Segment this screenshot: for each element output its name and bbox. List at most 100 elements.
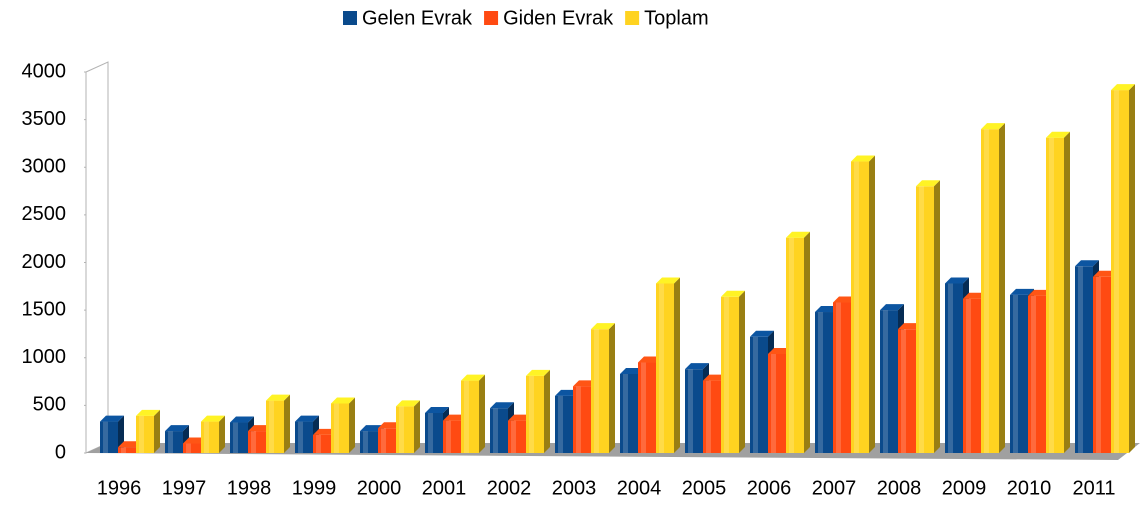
bar-front (248, 431, 266, 453)
bar-top (851, 155, 875, 162)
bar-front (555, 395, 573, 453)
legend-swatch (343, 11, 357, 25)
bar-top (331, 397, 355, 404)
bar-front (656, 283, 674, 453)
x-tick-label: 2004 (617, 477, 662, 499)
x-tick-label: 2001 (422, 477, 467, 499)
bar-front (331, 403, 349, 453)
bar (461, 374, 485, 453)
bar-highlight (121, 447, 126, 453)
bar-highlight (139, 415, 144, 453)
bar-highlight (623, 373, 628, 453)
bar-highlight (1031, 295, 1036, 453)
bar-highlight (1096, 276, 1101, 453)
x-tick-label: 2010 (1007, 477, 1052, 499)
x-tick-label: 2011 (1072, 477, 1115, 499)
bar-highlight (298, 421, 303, 453)
bar (591, 323, 615, 453)
bar-side (674, 277, 680, 453)
bar (1046, 131, 1070, 453)
bar-highlight (659, 283, 664, 453)
x-tick-label: 2008 (877, 477, 922, 499)
bar-front (916, 186, 934, 454)
bar-highlight (688, 369, 693, 453)
bar-highlight (186, 443, 191, 453)
back-wall (85, 61, 109, 454)
bar-front (526, 375, 544, 453)
bar-highlight (399, 406, 404, 453)
bar-top (266, 394, 290, 401)
bar-highlight (854, 161, 859, 453)
bar-top (136, 409, 160, 416)
bar-front (378, 428, 396, 453)
bar-highlight (818, 312, 823, 453)
bar-side (739, 290, 745, 453)
bar-highlight (464, 380, 469, 453)
bar-highlight (1049, 137, 1054, 453)
bar-side (349, 397, 355, 453)
bar-highlight (363, 431, 368, 453)
bar (851, 155, 875, 453)
bar-front (230, 422, 248, 453)
bar-highlight (789, 237, 794, 453)
bar (721, 290, 745, 453)
bar-top (1111, 84, 1135, 91)
bar-top (230, 416, 254, 423)
bar-highlight (1114, 90, 1119, 453)
bar-highlight (103, 421, 108, 453)
bar-highlight (269, 400, 274, 453)
bar-highlight (594, 329, 599, 453)
bar-front (833, 302, 851, 453)
bar-highlight (558, 395, 563, 453)
x-tick-label: 2007 (812, 477, 857, 499)
bar-side (609, 323, 615, 453)
bar-front (721, 296, 739, 453)
bar-top (1046, 131, 1070, 138)
bar (1111, 84, 1135, 453)
legend-label: Gelen Evrak (362, 7, 473, 29)
bar-side (414, 400, 420, 453)
bar-top (786, 231, 810, 238)
bar (201, 415, 225, 453)
bar-side (934, 180, 940, 454)
bar-highlight (948, 283, 953, 453)
bar-front (396, 406, 414, 453)
bar-top (981, 123, 1005, 130)
bar-highlight (251, 431, 256, 453)
bar-highlight (966, 298, 971, 453)
bar-front (461, 380, 479, 453)
bar-front (1093, 276, 1111, 453)
bar-highlight (771, 353, 776, 453)
x-tick-label: 2002 (487, 477, 532, 499)
y-tick-label: 2000 (22, 251, 67, 273)
bar-front (768, 353, 786, 453)
bar (916, 180, 940, 454)
bar-highlight (836, 302, 841, 453)
bar-top (1010, 288, 1034, 295)
bar-front (1028, 295, 1046, 453)
bar-front (1111, 90, 1129, 453)
bar-front (880, 310, 898, 453)
bar (331, 397, 355, 453)
bar-highlight (381, 428, 386, 453)
x-tick-label: 2006 (747, 477, 792, 499)
bar-front (313, 434, 331, 453)
bar-front (703, 380, 721, 453)
bar-front (898, 329, 916, 453)
x-tick-label: 2005 (682, 477, 727, 499)
bar-highlight (168, 431, 173, 453)
bar-top (1075, 260, 1099, 267)
bar-top (721, 290, 745, 297)
bar-front (201, 421, 219, 453)
bar-highlight (641, 362, 646, 453)
y-tick-label: 2500 (22, 203, 67, 225)
bar-top (750, 330, 774, 337)
bar-highlight (511, 420, 516, 453)
bar-side (154, 409, 160, 453)
bar-front (266, 400, 284, 453)
bar-highlight (576, 386, 581, 453)
bar-front (815, 312, 833, 453)
bar (981, 123, 1005, 454)
bar-side (219, 415, 225, 453)
